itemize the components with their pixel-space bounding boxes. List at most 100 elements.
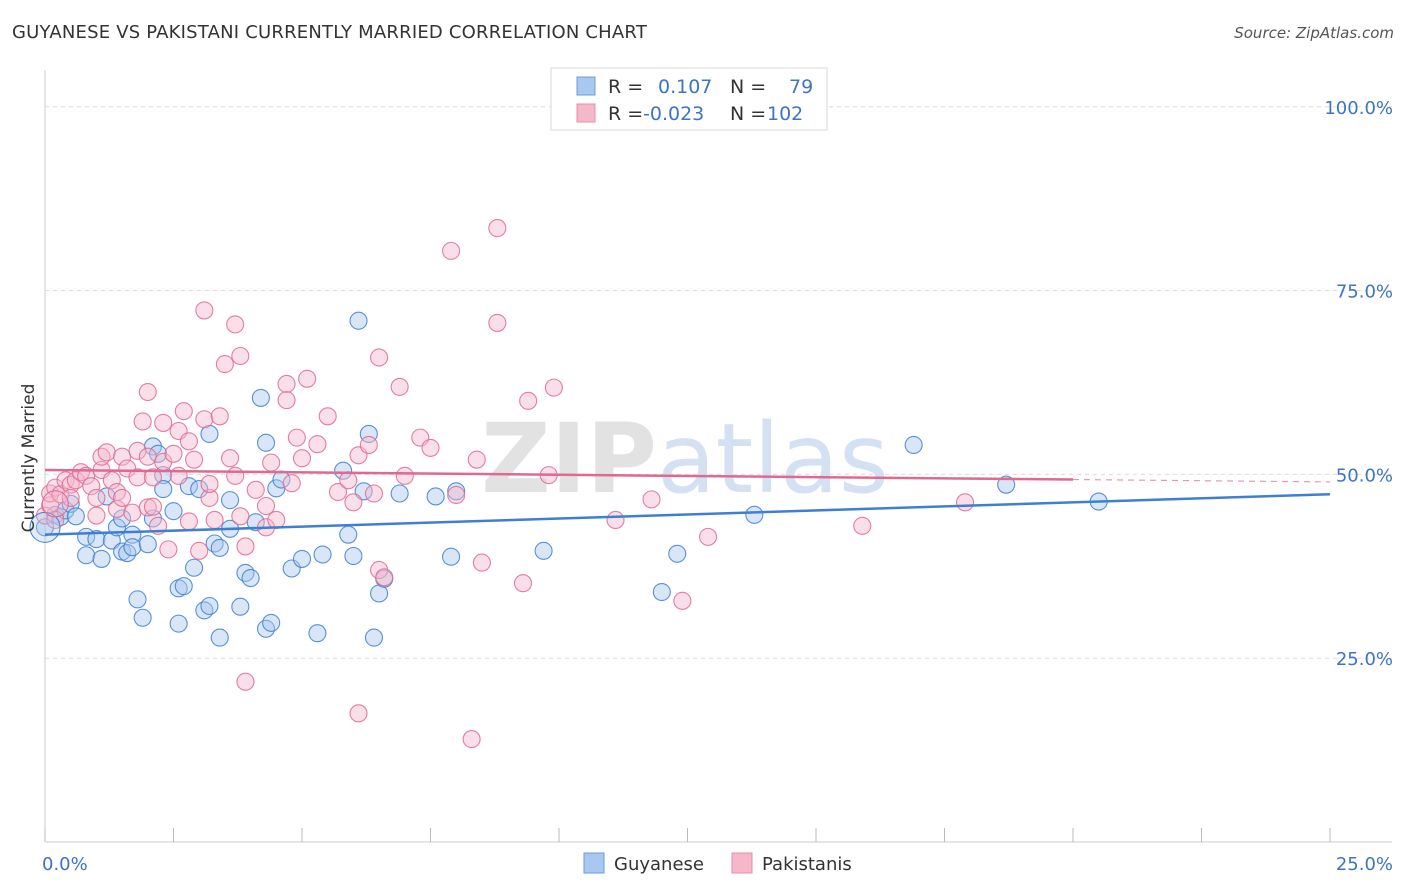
guyanese-point [133, 608, 152, 627]
pakistani-point [287, 428, 306, 447]
pakistani-point [246, 480, 265, 499]
watermark: ZIPatlas [481, 403, 889, 515]
guyanese-point [113, 509, 132, 528]
pakistani-point [133, 412, 152, 431]
pakistani-point [442, 241, 461, 260]
pakistani-point [210, 407, 229, 426]
pakistani-point [390, 377, 409, 396]
pakistani-point [87, 488, 106, 507]
pakistani-point [277, 391, 296, 410]
pakistani-point [107, 499, 127, 518]
pakistani-point [174, 402, 193, 421]
pakistani-point [200, 474, 219, 493]
pakistani-point [138, 447, 157, 466]
bottom-legend-swatch-pakistanis [731, 852, 753, 874]
guyanese-point [313, 545, 332, 564]
pakistani-point [519, 391, 538, 410]
legend-n-value-1: 79 [789, 76, 813, 98]
guyanese-point [185, 558, 204, 577]
pakistani-point [231, 507, 250, 526]
guyanese-point [246, 513, 265, 532]
y-axis-label: Currently Married [19, 384, 39, 533]
guyanese-point [77, 546, 96, 565]
pakistani-point [488, 219, 507, 238]
pakistani-point [113, 488, 132, 507]
pakistani-point [154, 413, 173, 432]
pakistani-point [231, 346, 250, 366]
guyanese-point [364, 628, 384, 647]
pakistani-point [220, 449, 240, 468]
pakistani-point [292, 449, 312, 468]
pakistani-point [421, 438, 440, 457]
pakistani-point [164, 444, 183, 463]
pakistani-point [467, 450, 486, 469]
axes [44, 70, 1392, 843]
pakistani-point [113, 447, 132, 466]
guyanese-point [123, 525, 142, 544]
guyanese-point [92, 549, 111, 568]
pakistani-point [328, 482, 348, 502]
pakistani-point [128, 441, 147, 460]
pakistani-point [61, 488, 80, 507]
guyanese-point [118, 544, 137, 563]
guyanese-point [256, 619, 276, 638]
pakistani-point [642, 490, 661, 509]
pakistani-point [169, 466, 188, 485]
legend-r-value-1: 0.107 [658, 76, 712, 98]
guyanese-point [200, 596, 219, 616]
chart-source: Source: ZipAtlas.com [1234, 24, 1394, 42]
pakistani-point [179, 512, 198, 531]
watermark-zip: ZIP [481, 403, 657, 515]
pakistani-point [673, 591, 692, 610]
legend-n-label-1: N = [730, 76, 766, 98]
pakistani-point [205, 510, 224, 530]
pakistani-point [472, 553, 491, 572]
grid-lines [45, 106, 1392, 659]
pakistani-point [277, 374, 296, 393]
pakistani-point [143, 497, 162, 516]
pakistani-trend-extension [1072, 478, 1331, 483]
pakistani-point [200, 488, 219, 507]
guyanese-point [241, 568, 260, 588]
pakistani-point [82, 477, 101, 496]
guyanese-point [128, 590, 147, 609]
pakistani-point [236, 672, 255, 691]
pakistani-point [364, 484, 384, 503]
legend-r-value-2: -0.023 [643, 103, 704, 125]
pakistani-point [236, 537, 255, 556]
pakistani-point [462, 730, 481, 749]
guyanese-point [668, 544, 687, 563]
pakistani-point [190, 541, 209, 560]
pakistani-point [41, 484, 60, 503]
pakistani-point [195, 410, 214, 429]
pakistani-point [97, 443, 116, 462]
guyanese-point [334, 461, 353, 480]
x-tick-label: 25.0% [1336, 854, 1393, 875]
pakistani-point [262, 453, 281, 472]
guyanese-point [154, 480, 173, 499]
pakistani-point [138, 382, 157, 402]
guyanese-point [251, 388, 270, 407]
legend-swatch-guyanese [576, 76, 596, 96]
legend-r-label-2: R = [608, 103, 643, 125]
pakistani-point [308, 435, 327, 454]
y-tick-label: 75.0% [1336, 282, 1393, 303]
data-points [29, 219, 1108, 749]
guyanese-point [231, 597, 250, 616]
pakistani-cluster-point [41, 490, 69, 518]
pakistani-point [128, 468, 147, 487]
watermark-atlas: atlas [657, 403, 889, 515]
pakistani-point [123, 503, 142, 522]
pakistani-point [185, 450, 204, 469]
guyanese-trend-line [44, 492, 1331, 536]
pakistani-point [159, 540, 178, 559]
legend-n-label-2: N = [730, 103, 766, 125]
x-tick-label: 0.0% [42, 854, 88, 875]
guyanese-point [138, 535, 157, 554]
guyanese-point [308, 624, 327, 643]
y-tick-label: 100.0% [1324, 98, 1393, 119]
guyanese-point [66, 507, 85, 526]
pakistani-point [606, 510, 625, 530]
pakistani-point [138, 498, 157, 517]
pakistani-point [370, 348, 389, 367]
